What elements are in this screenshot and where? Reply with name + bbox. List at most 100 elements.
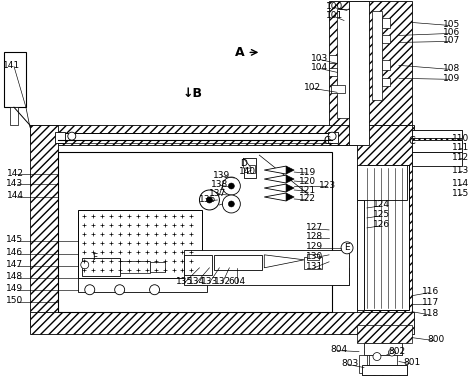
Circle shape bbox=[328, 132, 336, 140]
Bar bbox=[382, 78, 390, 86]
Text: 141: 141 bbox=[3, 61, 21, 70]
Text: 125: 125 bbox=[373, 211, 391, 219]
Circle shape bbox=[68, 132, 76, 140]
Text: 100: 100 bbox=[325, 2, 343, 11]
Text: 117: 117 bbox=[422, 298, 439, 307]
Bar bbox=[349, 0, 369, 145]
Bar bbox=[185, 268, 349, 285]
Bar bbox=[329, 55, 337, 63]
Bar bbox=[369, 354, 397, 365]
Text: 114: 114 bbox=[452, 178, 469, 188]
Polygon shape bbox=[243, 158, 251, 168]
Polygon shape bbox=[286, 166, 294, 174]
Text: ↓B: ↓B bbox=[182, 87, 203, 100]
Bar bbox=[367, 0, 412, 145]
Polygon shape bbox=[264, 193, 286, 201]
Text: 142: 142 bbox=[7, 169, 24, 178]
Text: 101: 101 bbox=[325, 11, 343, 20]
Polygon shape bbox=[264, 166, 286, 174]
Text: 107: 107 bbox=[443, 36, 461, 45]
Bar bbox=[30, 125, 414, 145]
Circle shape bbox=[85, 285, 95, 295]
Text: 120: 120 bbox=[298, 176, 316, 185]
Circle shape bbox=[199, 190, 219, 210]
Bar bbox=[412, 140, 462, 152]
Text: 604: 604 bbox=[229, 277, 246, 286]
Text: E: E bbox=[344, 243, 350, 252]
Circle shape bbox=[341, 242, 353, 254]
Circle shape bbox=[228, 183, 235, 189]
Text: A: A bbox=[235, 46, 244, 59]
Bar bbox=[329, 0, 367, 145]
Text: 124: 124 bbox=[374, 200, 391, 209]
Text: F: F bbox=[92, 253, 97, 262]
Text: 143: 143 bbox=[7, 178, 24, 188]
Text: 144: 144 bbox=[7, 192, 24, 200]
Bar bbox=[120, 261, 149, 273]
Bar bbox=[185, 255, 212, 275]
Bar bbox=[412, 152, 462, 166]
Text: 108: 108 bbox=[443, 64, 461, 73]
Bar bbox=[357, 200, 364, 310]
Bar bbox=[364, 342, 402, 354]
Bar bbox=[372, 10, 382, 100]
Text: 121: 121 bbox=[298, 185, 316, 195]
Text: 136: 136 bbox=[199, 195, 216, 204]
Bar bbox=[58, 152, 78, 312]
Text: 129: 129 bbox=[306, 242, 323, 251]
Bar bbox=[357, 125, 412, 325]
Text: 127: 127 bbox=[306, 223, 323, 233]
Text: D: D bbox=[240, 159, 247, 168]
Bar bbox=[78, 210, 203, 278]
Bar bbox=[30, 312, 414, 334]
Bar bbox=[364, 342, 402, 354]
Text: 802: 802 bbox=[388, 347, 406, 356]
Circle shape bbox=[373, 353, 381, 361]
Bar bbox=[412, 130, 462, 148]
Text: 123: 123 bbox=[319, 180, 336, 190]
Circle shape bbox=[115, 285, 125, 295]
Text: 134: 134 bbox=[188, 277, 205, 286]
Text: 106: 106 bbox=[443, 28, 461, 37]
Text: 145: 145 bbox=[7, 235, 24, 244]
Bar bbox=[304, 257, 322, 269]
Text: 110: 110 bbox=[452, 134, 470, 143]
Text: C: C bbox=[408, 136, 415, 146]
Polygon shape bbox=[264, 184, 286, 192]
Text: 150: 150 bbox=[6, 296, 24, 305]
Polygon shape bbox=[286, 175, 294, 183]
Bar bbox=[362, 365, 407, 375]
Polygon shape bbox=[286, 184, 294, 192]
Bar bbox=[337, 9, 349, 118]
Text: 115: 115 bbox=[452, 188, 470, 197]
Bar bbox=[149, 262, 164, 272]
Text: 803: 803 bbox=[341, 359, 359, 368]
Circle shape bbox=[222, 195, 240, 213]
Text: 800: 800 bbox=[427, 335, 445, 344]
Bar bbox=[78, 278, 207, 292]
Bar bbox=[382, 60, 390, 70]
Bar bbox=[214, 255, 262, 270]
Text: 131: 131 bbox=[306, 262, 323, 271]
Text: 104: 104 bbox=[311, 63, 328, 72]
Text: C: C bbox=[324, 136, 330, 146]
Text: 116: 116 bbox=[422, 287, 439, 296]
Circle shape bbox=[149, 285, 159, 295]
Text: 111: 111 bbox=[452, 143, 470, 152]
Text: 148: 148 bbox=[7, 272, 24, 281]
Bar bbox=[55, 132, 65, 143]
Bar bbox=[82, 258, 120, 276]
Circle shape bbox=[222, 177, 240, 195]
Bar bbox=[244, 158, 256, 178]
Bar bbox=[329, 68, 337, 76]
Text: 113: 113 bbox=[452, 166, 470, 175]
Circle shape bbox=[81, 261, 89, 269]
Text: 135: 135 bbox=[176, 277, 193, 286]
Bar bbox=[357, 165, 407, 200]
Polygon shape bbox=[264, 255, 304, 268]
Text: 804: 804 bbox=[330, 345, 348, 354]
Text: 146: 146 bbox=[7, 248, 24, 257]
Bar bbox=[4, 52, 26, 107]
Bar bbox=[247, 165, 255, 173]
Text: 103: 103 bbox=[311, 54, 328, 63]
